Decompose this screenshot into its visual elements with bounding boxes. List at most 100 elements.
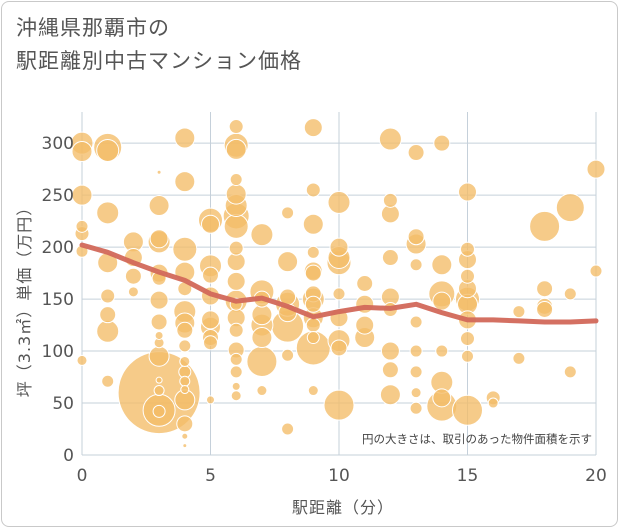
bubble-point-111 (536, 300, 554, 318)
bubble-point-73 (303, 118, 323, 138)
bubble-point-53 (251, 327, 273, 349)
bubble-point-154 (563, 365, 577, 379)
bubble-point-151 (512, 305, 526, 319)
bubble-point-55 (302, 213, 324, 235)
bubble-point-52 (251, 304, 273, 326)
bubble-point-136 (229, 352, 243, 366)
bubble-point-22 (96, 138, 120, 162)
chart-title-line-2: 駅距離別中古マンション価格 (16, 49, 302, 73)
bubble-point-30 (250, 223, 274, 247)
bubble-point-68 (201, 310, 220, 330)
bubble-point-143 (332, 287, 346, 301)
bubble-point-157 (127, 286, 139, 298)
bubble-point-103 (356, 275, 374, 292)
bubble-point-140 (281, 422, 295, 436)
bubble-point-118 (228, 240, 244, 256)
x-axis-title: 駅距離（分） (292, 498, 394, 517)
trend-line-group (79, 242, 599, 325)
chart-title: 沖縄県那覇市の 駅距離別中古マンション価格 (16, 12, 302, 78)
bubble-point-124 (460, 241, 475, 257)
bubble-point-119 (228, 322, 244, 338)
bubble-point-60 (431, 254, 453, 276)
bubble-point-78 (355, 315, 375, 335)
bubble-point-117 (228, 119, 244, 135)
bubble-point-58 (379, 384, 401, 406)
bubble-point-156 (76, 354, 88, 366)
bubble-point-44 (174, 127, 196, 149)
bubble-point-94 (202, 266, 219, 284)
bubble-point-8 (529, 210, 561, 242)
bubble-point-84 (458, 182, 477, 202)
bubble-point-125 (460, 268, 475, 284)
x-tick-label-3: 15 (457, 466, 479, 486)
bubble-point-139 (281, 348, 295, 362)
bubble-point-121 (305, 317, 321, 333)
chart-title-line-1: 沖縄県那覇市の (16, 16, 170, 40)
bubble-point-134 (229, 173, 243, 187)
bubble-point-93 (176, 415, 194, 433)
bubble-point-42 (148, 195, 170, 217)
bubble-point-102 (330, 339, 348, 357)
bubble-point-4 (246, 345, 278, 377)
bubble-point-172 (181, 432, 189, 440)
bubble-point-81 (380, 341, 400, 361)
bubble-point-160 (179, 355, 191, 367)
bubble-point-51 (225, 183, 247, 205)
bubble-point-138 (281, 206, 295, 220)
bubble-point-167 (154, 330, 164, 340)
bubble-point-54 (277, 251, 299, 273)
bubble-point-106 (407, 144, 425, 162)
bubble-point-7 (452, 394, 483, 426)
bubble-point-159 (153, 385, 165, 397)
bubble-point-132 (178, 339, 192, 353)
bubble-point-122 (382, 192, 398, 208)
bubble-point-43 (148, 345, 170, 367)
bubble-point-50 (225, 138, 247, 160)
bubble-point-126 (460, 331, 475, 347)
bubble-point-75 (329, 237, 349, 257)
bubble-point-13 (172, 236, 198, 262)
y-tick-label-5: 250 (42, 186, 74, 206)
bubble-point-153 (563, 287, 577, 301)
y-tick-label-3: 150 (42, 290, 74, 310)
bubble-point-146 (409, 344, 423, 358)
x-tick-label-0: 0 (77, 466, 88, 486)
bubble-point-147 (409, 365, 423, 379)
trend-line (79, 242, 599, 325)
y-tick-label-6: 300 (42, 134, 74, 154)
bubble-point-36 (378, 127, 402, 151)
bubble-point-83 (432, 388, 452, 408)
bubble-point-116 (203, 335, 218, 351)
bubble-point-163 (256, 385, 268, 397)
bubble-point-152 (512, 351, 526, 365)
bubble-point-66 (201, 214, 220, 234)
bubble-point-89 (99, 306, 117, 324)
bubble-point-169 (206, 395, 215, 405)
bubble-point-65 (149, 290, 169, 310)
bubble-point-141 (306, 245, 320, 259)
y-axis-title: 坪（3.3㎡）単価（万円） (15, 199, 34, 397)
bubble-point-104 (381, 249, 399, 267)
bubble-point-63 (149, 229, 169, 249)
bubbles (70, 118, 606, 449)
bubble-point-39 (71, 184, 93, 206)
bubble-point-120 (305, 182, 321, 198)
bubble-point-162 (230, 390, 242, 402)
bubble-point-88 (586, 159, 606, 179)
bubble-point-128 (75, 219, 89, 233)
bubble-point-145 (409, 315, 423, 329)
bubble-point-90 (124, 267, 142, 285)
bubble-point-45 (174, 171, 196, 193)
bubble-point-107 (407, 228, 425, 246)
bubble-point-108 (433, 134, 451, 152)
bubble-point-166 (487, 397, 499, 409)
x-tick-label-2: 10 (328, 466, 350, 486)
bubble-point-164 (307, 385, 319, 397)
y-tick-label-1: 50 (52, 394, 74, 414)
bubble-point-173 (156, 169, 162, 175)
x-tick-label-4: 20 (585, 466, 607, 486)
bubble-point-168 (180, 385, 190, 395)
bubble-point-23 (96, 201, 120, 225)
